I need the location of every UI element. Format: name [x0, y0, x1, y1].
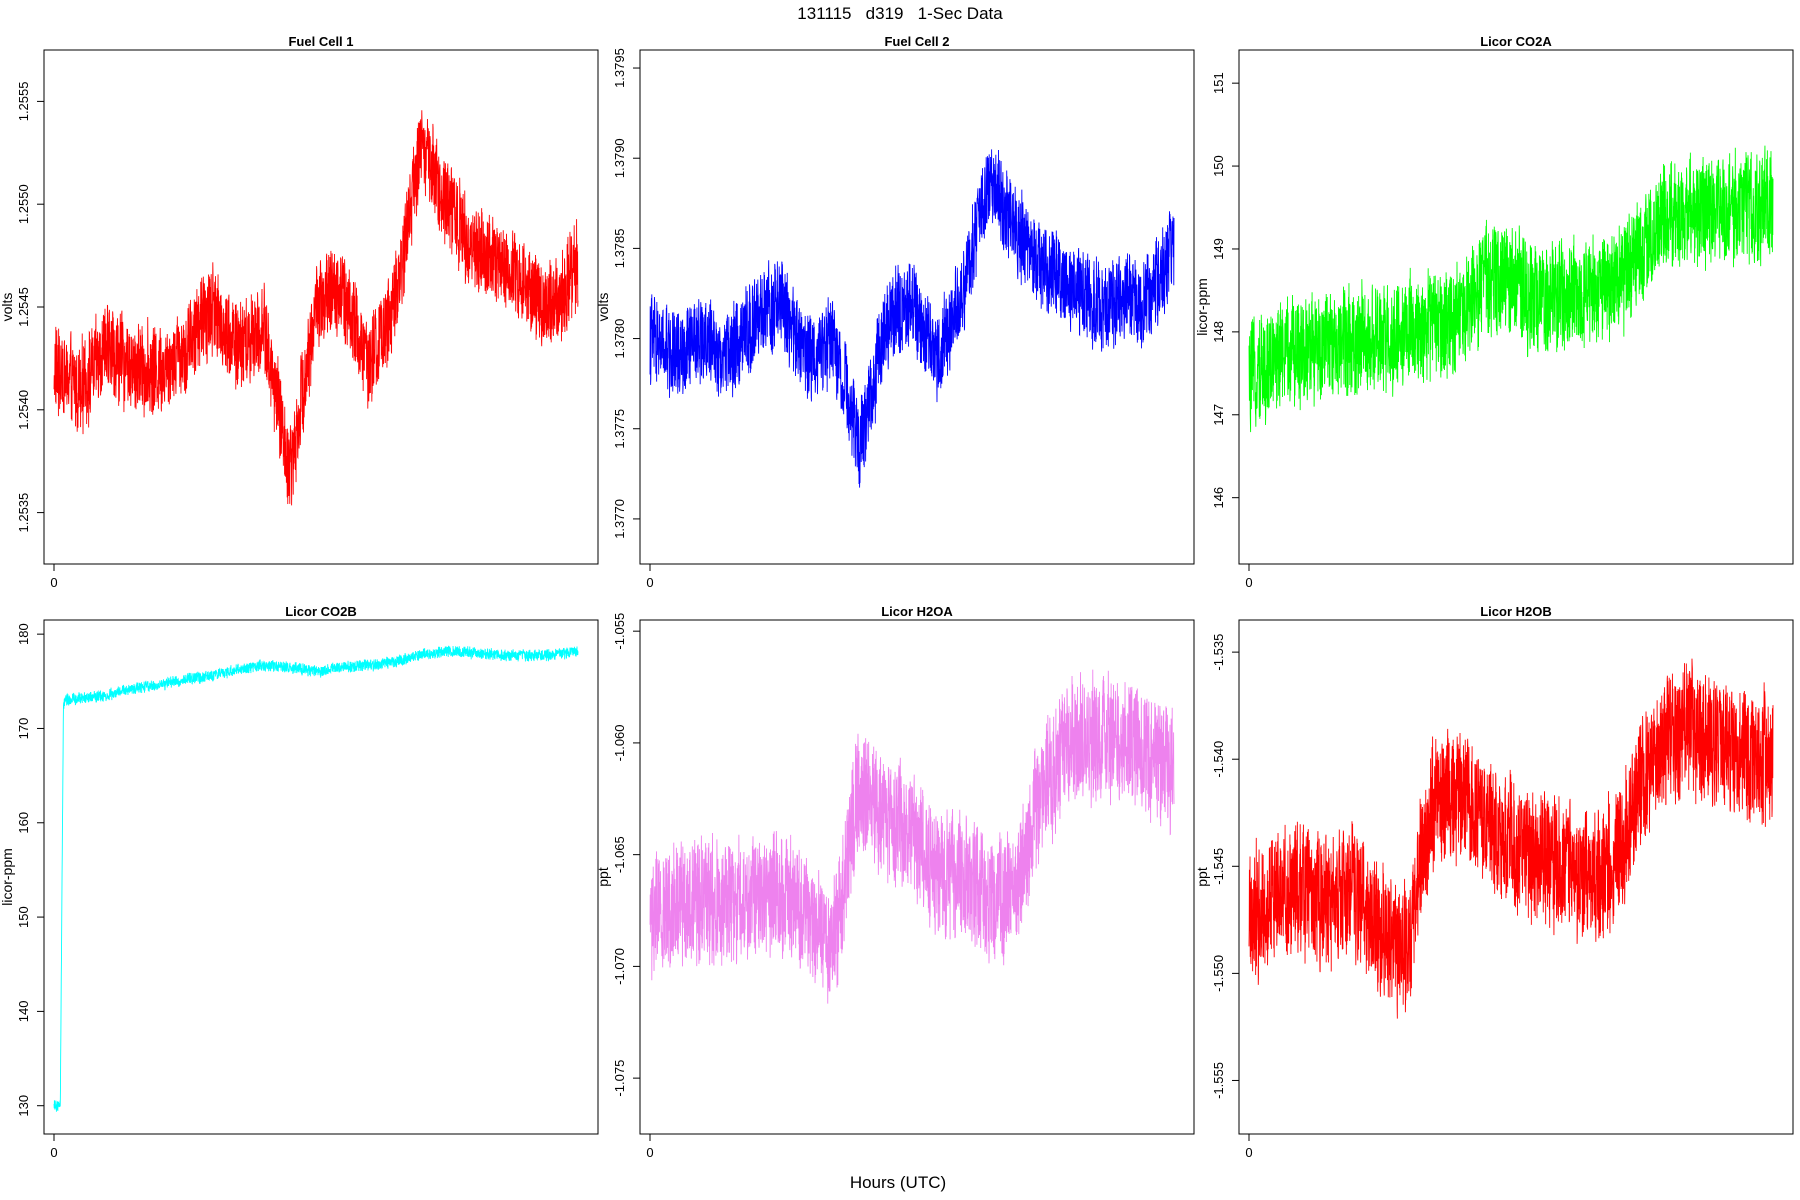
- y-tick-label: -1.075: [612, 1060, 627, 1097]
- y-tick-label: 1.3775: [612, 409, 627, 449]
- y-tick-label: -1.055: [612, 613, 627, 650]
- y-tick-label: 146: [1211, 487, 1226, 509]
- series-line: [649, 149, 1175, 488]
- y-tick-label: 130: [16, 1095, 31, 1117]
- panel-title: Fuel Cell 2: [884, 34, 949, 49]
- y-tick-label: -1.535: [1211, 634, 1226, 671]
- panel-1: Fuel Cell 1 1.2535 1.2540 1.2545 1.2550 1.255…: [0, 34, 599, 590]
- y-tick-label: 151: [1211, 72, 1226, 94]
- y-tick-label: 180: [16, 623, 31, 645]
- panel-5: Licor H2OA -1.075 -1.070 -1.065 -1.060 -1.055…: [595, 604, 1195, 1160]
- x-axis-label: Hours (UTC): [850, 1173, 946, 1192]
- y-tick-label: 1.3780: [612, 319, 627, 359]
- y-tick-label: -1.065: [612, 836, 627, 873]
- y-axis-label: volts: [0, 293, 15, 322]
- panel-title: Fuel Cell 1: [288, 34, 353, 49]
- series-line: [1248, 658, 1774, 1019]
- y-tick-label: 148: [1211, 321, 1226, 343]
- plot-frame: [1238, 619, 1794, 1135]
- y-tick-label: 140: [16, 1001, 31, 1023]
- y-tick-label: 150: [16, 906, 31, 928]
- x-tick-label: 0: [50, 1145, 57, 1160]
- x-tick-label: 0: [50, 575, 57, 590]
- y-tick-label: 147: [1211, 404, 1226, 426]
- y-tick-label: -1.060: [612, 724, 627, 761]
- plot-frame: [1238, 49, 1794, 565]
- y-tick-label: 149: [1211, 238, 1226, 260]
- panel-2: Fuel Cell 2 1.3770 1.3775 1.3780 1.3785 1.379…: [595, 34, 1195, 590]
- series-line: [1248, 145, 1774, 433]
- plot-frame: [639, 619, 1195, 1135]
- series-line: [53, 110, 579, 506]
- x-tick-label: 0: [646, 1145, 653, 1160]
- y-tick-label: 1.3785: [612, 229, 627, 269]
- y-axis-label: volts: [595, 293, 611, 322]
- y-tick-label: 1.3795: [612, 48, 627, 88]
- panel-3: Licor CO2A 146 147 148 149 150 151 licor-ppm 0: [1194, 34, 1794, 590]
- y-tick-label: -1.555: [1211, 1062, 1226, 1099]
- panel-title: Licor H2OB: [1480, 604, 1552, 619]
- panel-4: Licor CO2B 130 140 150 160 170 180 licor-ppm 0: [0, 604, 599, 1160]
- x-tick-label: 0: [646, 575, 653, 590]
- y-tick-label: 150: [1211, 155, 1226, 177]
- panels: Fuel Cell 1 1.2535 1.2540 1.2545 1.2550 1.255…: [0, 34, 1794, 1160]
- y-axis-label: licor-ppm: [0, 848, 15, 906]
- y-tick-label: -1.540: [1211, 741, 1226, 778]
- panel-title: Licor CO2A: [1480, 34, 1552, 49]
- y-tick-label: 160: [16, 812, 31, 834]
- y-tick-label: 1.2555: [16, 82, 31, 122]
- y-axis-label: ppt: [595, 867, 611, 887]
- y-tick-label: 1.2540: [16, 390, 31, 430]
- x-tick-label: 0: [1245, 1145, 1252, 1160]
- panel-title: Licor H2OA: [881, 604, 953, 619]
- panel-6: Licor H2OB -1.555 -1.550 -1.545 -1.540 -1.535…: [1194, 604, 1794, 1160]
- y-tick-label: 1.3790: [612, 138, 627, 178]
- x-tick-label: 0: [1245, 575, 1252, 590]
- page-title: 131115 d319 1-Sec Data: [797, 4, 1003, 23]
- y-tick-label: -1.070: [612, 948, 627, 985]
- y-tick-label: 1.2550: [16, 184, 31, 224]
- panel-title: Licor CO2B: [285, 604, 357, 619]
- y-tick-label: -1.545: [1211, 848, 1226, 885]
- series-line: [53, 645, 579, 1112]
- plot-frame: [639, 49, 1195, 565]
- y-tick-label: -1.550: [1211, 955, 1226, 992]
- plot-frame: [43, 619, 599, 1135]
- y-axis-label: licor-ppm: [1194, 278, 1210, 336]
- y-tick-label: 170: [16, 718, 31, 740]
- y-tick-label: 1.2535: [16, 493, 31, 533]
- y-axis-label: ppt: [1194, 867, 1210, 887]
- y-tick-label: 1.3770: [612, 499, 627, 539]
- y-tick-label: 1.2545: [16, 287, 31, 327]
- series-line: [649, 669, 1175, 1004]
